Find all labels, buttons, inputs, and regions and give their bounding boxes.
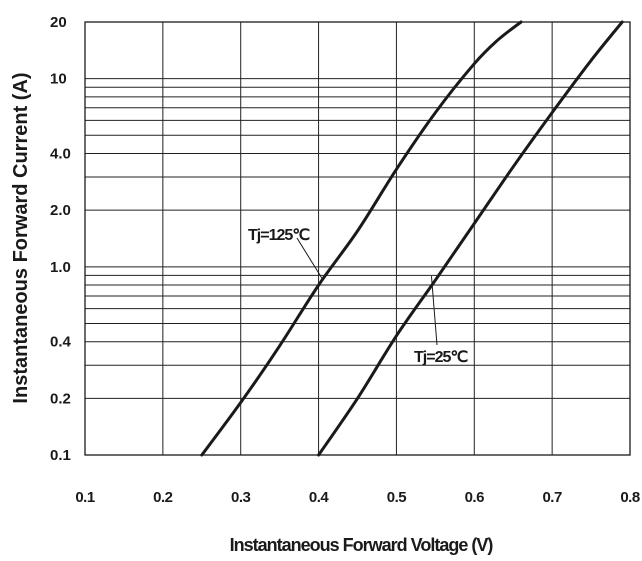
- y-tick-label: 1.0: [50, 259, 71, 276]
- y-tick-label: 0.2: [50, 390, 71, 407]
- x-tick-label: 0.2: [153, 489, 173, 506]
- annotation-leader-tj-25: [430, 276, 438, 346]
- annotation-leader-tj-125: [296, 237, 323, 280]
- x-tick-label: 0.6: [465, 489, 485, 506]
- x-tick-labels: 0.1 0.2 0.3 0.4 0.5 0.6 0.7 0.8: [75, 489, 640, 506]
- x-axis-title: Instantaneous Forward Voltage (V): [230, 535, 494, 555]
- y-tick-label: 20: [50, 14, 67, 31]
- x-tick-label: 0.1: [75, 489, 95, 506]
- x-tick-label: 0.4: [309, 489, 330, 506]
- y-axis-title: Instantaneous Forward Current (A): [10, 72, 32, 403]
- curve-annotations: Tj=125℃ Tj=25℃: [248, 227, 469, 366]
- plot-frame: [84, 21, 631, 456]
- annotation-tj-125: Tj=125℃: [248, 227, 310, 244]
- y-tick-label: 10: [50, 71, 67, 88]
- grid: [84, 21, 631, 456]
- y-tick-label: 0.1: [50, 447, 71, 464]
- y-tick-label: 2.0: [50, 202, 71, 219]
- y-tick-label: 4.0: [50, 146, 71, 163]
- x-tick-label: 0.7: [542, 489, 562, 506]
- x-tick-label: 0.8: [620, 489, 640, 506]
- x-tick-label: 0.5: [387, 489, 407, 506]
- y-tick-label: 0.4: [50, 334, 72, 351]
- series-group: [200, 20, 624, 457]
- y-tick-labels: 0.1 0.2 0.4 1.0 2.0 4.0 10 20: [50, 14, 72, 464]
- x-tick-label: 0.3: [231, 489, 251, 506]
- series-line-tj-125: [200, 20, 523, 457]
- series-line-tj-25: [317, 20, 624, 457]
- annotation-tj-25: Tj=25℃: [414, 349, 468, 366]
